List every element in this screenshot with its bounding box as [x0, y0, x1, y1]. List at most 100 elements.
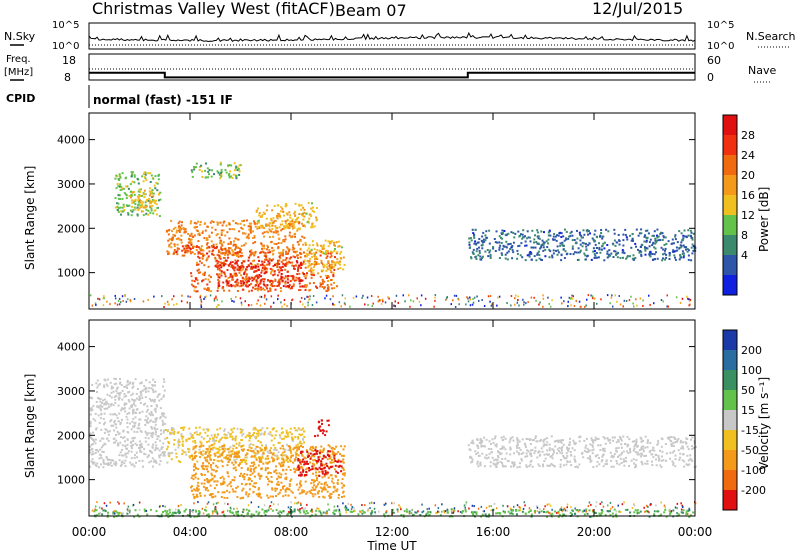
heatmap-cell — [469, 298, 472, 301]
heatmap-cell — [469, 304, 472, 307]
heatmap-cell — [235, 435, 237, 438]
heatmap-cell — [551, 448, 554, 451]
heatmap-cell — [556, 253, 559, 256]
heatmap-cell — [624, 443, 626, 445]
heatmap-cell — [549, 305, 552, 308]
heatmap-cell — [551, 464, 554, 466]
heatmap-cell — [236, 169, 239, 172]
heatmap-cell — [499, 460, 502, 463]
heatmap-cell — [267, 251, 270, 254]
heatmap-cell — [593, 239, 596, 242]
heatmap-cell — [100, 454, 103, 457]
heatmap-cell — [258, 259, 261, 262]
heatmap-cell — [220, 271, 223, 274]
heatmap-cell — [599, 251, 602, 254]
heatmap-cell — [277, 483, 280, 486]
heatmap-cell — [297, 227, 300, 230]
heatmap-cell — [543, 231, 545, 234]
heatmap-cell — [280, 290, 282, 293]
heatmap-cell — [248, 435, 251, 438]
heatmap-cell — [195, 426, 198, 429]
heatmap-cell — [303, 259, 306, 262]
heatmap-cell — [100, 446, 103, 449]
heatmap-cell — [283, 461, 285, 464]
heatmap-cell — [584, 258, 587, 261]
heatmap-cell — [344, 303, 346, 306]
heatmap-cell — [220, 252, 223, 255]
heatmap-cell — [133, 456, 136, 459]
heatmap-cell — [236, 254, 238, 257]
heatmap-cell — [151, 384, 154, 386]
heatmap-cell — [125, 384, 128, 387]
heatmap-cell — [572, 295, 574, 298]
heatmap-cell — [143, 189, 146, 192]
heatmap-cell — [258, 274, 261, 276]
heatmap-cell — [533, 238, 536, 241]
heatmap-cell — [207, 429, 210, 432]
heatmap-cell — [674, 238, 677, 241]
heatmap-cell — [524, 259, 527, 262]
heatmap-cell — [236, 485, 239, 488]
heatmap-cell — [291, 225, 294, 228]
heatmap-cell — [665, 452, 668, 455]
heatmap-cell — [314, 493, 317, 496]
heatmap-cell — [199, 494, 202, 497]
heatmap-cell — [266, 244, 269, 247]
heatmap-cell — [241, 228, 244, 230]
heatmap-cell — [306, 491, 309, 494]
heatmap-cell — [657, 456, 660, 459]
heatmap-cell — [128, 194, 131, 197]
heatmap-cell — [264, 469, 267, 472]
heatmap-cell — [496, 304, 498, 307]
heatmap-cell — [92, 461, 94, 464]
heatmap-cell — [649, 442, 652, 444]
heatmap-cell — [305, 274, 308, 277]
heatmap-cell — [315, 460, 318, 463]
heatmap-cell — [306, 450, 309, 453]
heatmap-cell — [301, 454, 304, 457]
heatmap-cell — [688, 298, 690, 301]
heatmap-cell — [299, 300, 302, 303]
heatmap-cell — [202, 464, 204, 467]
heatmap-cell — [135, 461, 138, 464]
heatmap-cell — [150, 174, 153, 177]
heatmap-cell — [509, 446, 512, 449]
heatmap-cell — [543, 453, 546, 456]
heatmap-cell — [331, 465, 334, 468]
heatmap-cell — [287, 261, 290, 264]
heatmap-cell — [570, 230, 573, 233]
heatmap-cell — [236, 268, 239, 271]
heatmap-cell — [516, 439, 519, 441]
heatmap-cell — [91, 304, 94, 307]
heatmap-cell — [202, 450, 205, 453]
heatmap-cell — [118, 454, 121, 457]
noise-right-bottom-tick: 10^0 — [707, 41, 734, 52]
heatmap-cell — [548, 447, 551, 450]
heatmap-cell — [274, 454, 277, 457]
heatmap-cell — [126, 386, 128, 389]
heatmap-cell — [299, 461, 302, 464]
heatmap-cell — [250, 468, 253, 470]
heatmap-cell — [131, 420, 134, 423]
heatmap-cell — [147, 172, 150, 175]
heatmap-cell — [210, 444, 213, 447]
heatmap-cell — [672, 242, 675, 245]
heatmap-cell — [656, 228, 659, 231]
heatmap-cell — [191, 279, 194, 282]
heatmap-cell — [474, 450, 477, 453]
heatmap-cell — [210, 478, 213, 481]
heatmap-cell — [565, 457, 568, 459]
heatmap-cell — [152, 420, 155, 423]
heatmap-cell — [204, 459, 207, 462]
heatmap-cell — [131, 392, 134, 395]
heatmap-cell — [558, 439, 561, 442]
heatmap-cell — [247, 280, 250, 283]
heatmap-cell — [522, 451, 525, 454]
heatmap-cell — [687, 297, 689, 300]
heatmap-cell — [558, 446, 561, 449]
heatmap-cell — [298, 279, 301, 282]
heatmap-cell — [325, 462, 328, 465]
heatmap-cell — [127, 399, 130, 401]
heatmap-cell — [472, 252, 475, 255]
heatmap-cell — [601, 244, 604, 247]
